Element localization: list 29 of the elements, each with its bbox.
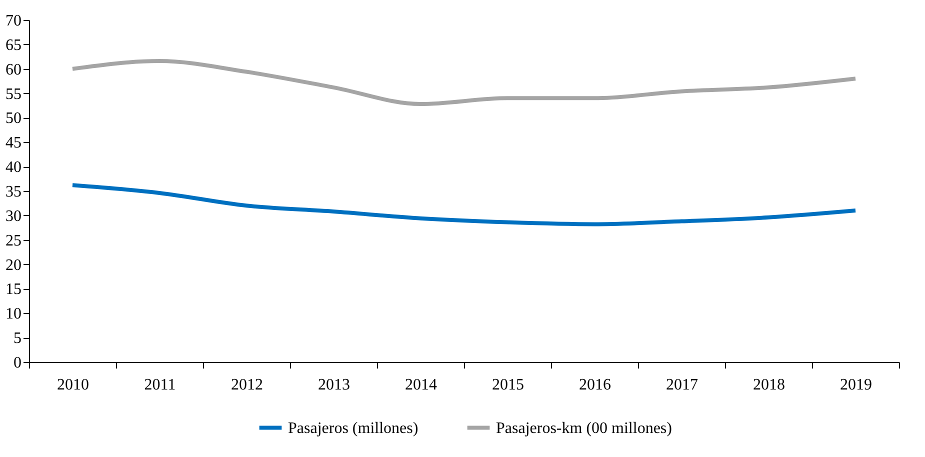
x-tick-label: 2018 <box>753 376 785 394</box>
y-tick-label: 40 <box>6 159 22 176</box>
line-series <box>70 59 858 106</box>
y-tick-label: 70 <box>6 12 22 30</box>
y-tick-label: 55 <box>6 86 22 103</box>
y-tick-label: 60 <box>6 61 22 78</box>
y-tick-label: 15 <box>6 281 22 298</box>
y-tick-label: 50 <box>6 110 22 128</box>
y-tick-label: 10 <box>6 306 22 323</box>
y-tick-label: 20 <box>6 256 22 274</box>
y-tick-label: 0 <box>14 354 22 372</box>
y-tick-label: 65 <box>6 36 22 54</box>
y-tick-label: 30 <box>6 208 22 225</box>
x-tick-label: 2013 <box>318 376 350 394</box>
y-tick-label: 25 <box>6 232 22 250</box>
x-tick-label: 2015 <box>492 376 524 394</box>
legend-label: Pasajeros-km (00 millones) <box>496 420 672 437</box>
x-tick-label: 2017 <box>666 376 698 394</box>
x-tick-label: 2011 <box>144 376 176 394</box>
x-tick-label: 2016 <box>579 376 611 394</box>
x-tick-label: 2010 <box>57 376 89 394</box>
x-tick-label: 2012 <box>231 376 263 394</box>
x-tick-label: 2019 <box>840 376 872 394</box>
x-tick-label: 2014 <box>405 376 437 394</box>
legend-label: Pasajeros (millones) <box>288 420 418 437</box>
y-tick-label: 35 <box>6 184 22 200</box>
line-series <box>70 183 858 226</box>
y-tick-label: 45 <box>6 134 22 152</box>
y-tick-label: 5 <box>14 330 22 348</box>
